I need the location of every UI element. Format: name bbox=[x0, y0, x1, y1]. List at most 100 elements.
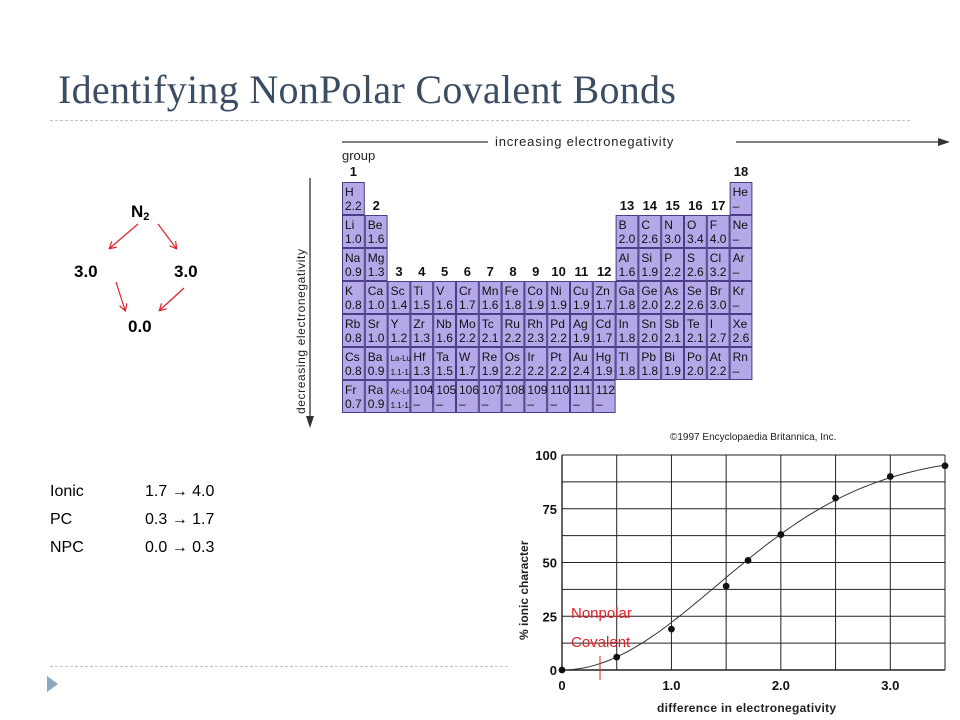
element-electronegativity: 1.6 bbox=[436, 331, 453, 345]
element-cell-bg bbox=[684, 215, 707, 248]
data-point bbox=[668, 625, 675, 633]
element-symbol: C bbox=[641, 218, 650, 232]
element-electronegativity: 1.3 bbox=[413, 364, 430, 378]
element-electronegativity: 1.0 bbox=[368, 331, 385, 345]
element-symbol: Cl bbox=[710, 251, 721, 265]
element-electronegativity: – bbox=[505, 397, 512, 411]
group-word: group bbox=[342, 148, 375, 163]
element-symbol: Co bbox=[527, 284, 543, 298]
element-cell-bg bbox=[478, 281, 502, 314]
element-cell-bg bbox=[342, 281, 365, 314]
element-symbol: 106 bbox=[459, 383, 479, 397]
element-symbol: 112 bbox=[596, 383, 615, 397]
element-cell: Os2.2 bbox=[501, 347, 525, 380]
element-cell: Li1.0 bbox=[342, 215, 365, 248]
element-cell: Rb0.8 bbox=[342, 314, 365, 347]
element-symbol: Rn bbox=[733, 350, 748, 364]
group-number: 9 bbox=[532, 264, 539, 279]
element-cell: Ar– bbox=[729, 248, 753, 281]
element-cell-bg bbox=[410, 281, 434, 314]
element-electronegativity: 1.9 bbox=[482, 364, 499, 378]
element-cell: O3.4 bbox=[684, 215, 707, 248]
element-symbol: H bbox=[345, 185, 354, 199]
element-cell: Zr1.3 bbox=[410, 314, 434, 347]
element-symbol: Hf bbox=[413, 350, 426, 364]
element-cell-bg bbox=[387, 347, 411, 380]
element-cell: Po2.0 bbox=[684, 347, 707, 380]
bullet-arrow-icon bbox=[47, 676, 58, 692]
element-symbol: S bbox=[687, 251, 695, 265]
element-symbol: N bbox=[664, 218, 673, 232]
element-cell-bg bbox=[524, 380, 548, 413]
element-symbol: As bbox=[664, 284, 678, 298]
element-electronegativity: 1.2 bbox=[391, 331, 408, 345]
element-electronegativity: 1.5 bbox=[436, 364, 453, 378]
element-symbol: Rh bbox=[527, 317, 542, 331]
ionic-character-chart: 0 1.0 2.0 3.0 0 25 50 75 100 % ionic character d… bbox=[517, 448, 949, 715]
element-cell: 104– bbox=[410, 380, 434, 413]
element-electronegativity: 1.5 bbox=[413, 298, 430, 312]
element-cell-bg bbox=[570, 380, 593, 413]
group-number: 15 bbox=[665, 198, 679, 213]
element-electronegativity: – bbox=[573, 397, 580, 411]
element-electronegativity: – bbox=[733, 298, 740, 312]
element-symbol: Ca bbox=[368, 284, 384, 298]
element-symbol: Ac-Lr bbox=[391, 387, 410, 396]
element-cell-bg bbox=[547, 347, 571, 380]
element-electronegativity: 0.9 bbox=[368, 397, 385, 411]
element-cell: Au2.4 bbox=[570, 347, 593, 380]
element-electronegativity: 1.8 bbox=[641, 364, 658, 378]
element-electronegativity: – bbox=[436, 397, 443, 411]
element-symbol: La-Lu bbox=[391, 354, 411, 363]
element-electronegativity: 1.4 bbox=[391, 298, 408, 312]
element-cell-bg bbox=[342, 215, 365, 248]
element-electronegativity: 2.0 bbox=[687, 364, 704, 378]
element-cell-bg bbox=[592, 281, 616, 314]
range-value: 1.7 → 4.0 bbox=[145, 483, 215, 500]
group-number: 16 bbox=[688, 198, 702, 213]
element-symbol: Cs bbox=[345, 350, 360, 364]
element-cell: Sn2.0 bbox=[638, 314, 662, 347]
element-electronegativity: 1.8 bbox=[619, 331, 636, 345]
element-symbol: F bbox=[710, 218, 717, 232]
element-cell: Sr1.0 bbox=[364, 314, 388, 347]
element-cell-bg bbox=[729, 248, 753, 281]
element-symbol: Bi bbox=[664, 350, 675, 364]
element-cell: Te2.1 bbox=[684, 314, 707, 347]
element-electronegativity: 2.1 bbox=[687, 331, 704, 345]
element-symbol: O bbox=[687, 218, 696, 232]
element-symbol: 109 bbox=[527, 383, 547, 397]
chart-y-label: % ionic character bbox=[517, 540, 531, 640]
range-value: 0.3 → 1.7 bbox=[145, 511, 215, 528]
element-electronegativity: 4.0 bbox=[710, 232, 727, 246]
element-cell: Kr– bbox=[729, 281, 753, 314]
molecule-arrows bbox=[100, 223, 185, 320]
element-symbol: Ta bbox=[436, 350, 449, 364]
element-symbol: Re bbox=[482, 350, 498, 364]
data-point bbox=[722, 582, 730, 590]
element-cell: Mo2.2 bbox=[456, 314, 479, 347]
data-point bbox=[744, 556, 752, 564]
element-symbol: Cd bbox=[596, 317, 611, 331]
element-symbol: 111 bbox=[573, 383, 592, 397]
electronegativity-periodic-table: increasing electronegativity group decre… bbox=[294, 134, 950, 443]
element-cell: F4.0 bbox=[706, 215, 730, 248]
y-tick-label: 100 bbox=[535, 448, 557, 463]
group-number: 3 bbox=[395, 264, 402, 279]
element-cell-bg bbox=[684, 248, 707, 281]
element-cell: I2.7 bbox=[706, 314, 730, 347]
element-cell-bg bbox=[706, 347, 730, 380]
element-cell-bg bbox=[387, 281, 411, 314]
group-number: 13 bbox=[620, 198, 634, 213]
element-cell-bg bbox=[661, 347, 685, 380]
element-electronegativity: 1.6 bbox=[368, 232, 385, 246]
element-electronegativity: 2.1 bbox=[482, 331, 499, 345]
element-electronegativity: – bbox=[733, 199, 740, 213]
element-symbol: 110 bbox=[550, 383, 569, 397]
element-electronegativity: 3.2 bbox=[710, 265, 727, 279]
group-number: 11 bbox=[575, 264, 589, 279]
element-cell: Ru2.2 bbox=[501, 314, 525, 347]
element-cell-bg bbox=[433, 347, 456, 380]
element-cell: Tc2.1 bbox=[478, 314, 502, 347]
element-symbol: Au bbox=[573, 350, 588, 364]
